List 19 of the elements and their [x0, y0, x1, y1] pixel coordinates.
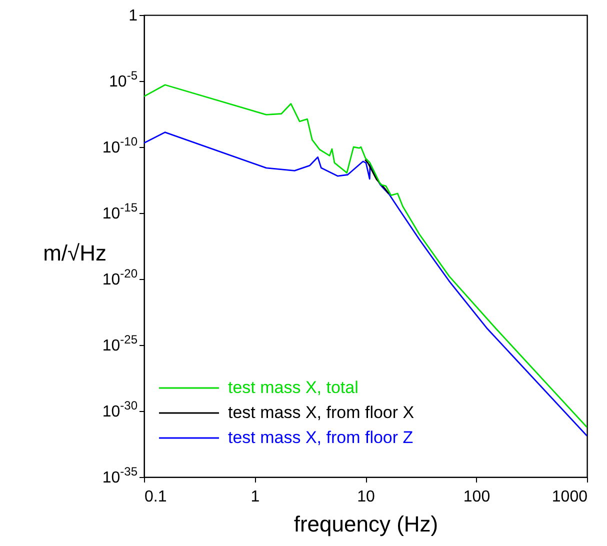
y-axis-title: m/√Hz [43, 240, 106, 266]
x-tick-label: 1000 [552, 488, 588, 506]
legend-label: test mass X, from floor Z [228, 428, 414, 447]
y-tick-label: 10$^{-25}$ [102, 332, 138, 354]
y-tick-label: 1 [128, 8, 138, 24]
y-tick-label: 10$^{-15}$ [102, 200, 138, 222]
y-tick-label: 10$^{-30}$ [102, 398, 138, 420]
y-tick-label: 10$^{-5}$ [109, 68, 138, 90]
legend-label: test mass X, total [228, 378, 358, 397]
x-axis-title: frequency (Hz) [294, 512, 438, 536]
x-tick-label: 1 [250, 488, 260, 506]
y-tick-label: 10$^{-35}$ [102, 464, 138, 486]
y-tick-label: 10$^{-20}$ [102, 266, 138, 288]
y-tick-label: 10$^{-10}$ [102, 134, 138, 156]
x-tick-label: 10 [357, 488, 375, 506]
legend-label: test mass X, from floor X [228, 403, 414, 422]
x-tick-label: 0.1 [144, 488, 167, 506]
line-series [364, 158, 390, 194]
x-tick-label: 100 [463, 488, 490, 506]
